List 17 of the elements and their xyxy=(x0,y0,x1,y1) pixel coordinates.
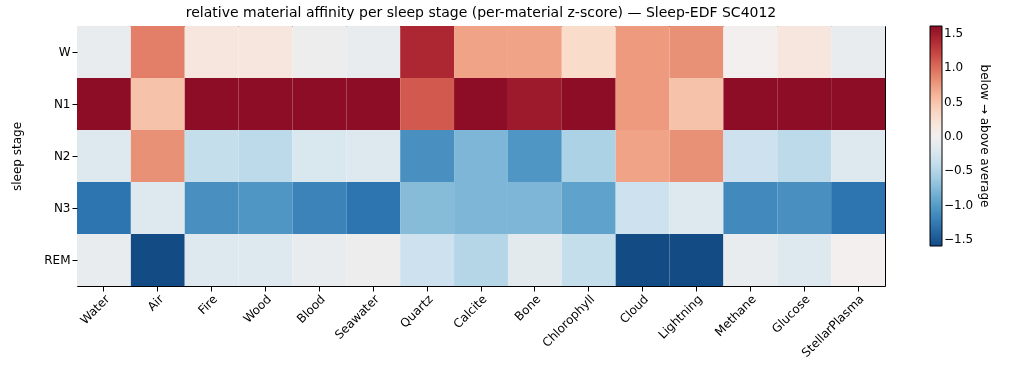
color-bar-label: −1.0 xyxy=(944,197,974,212)
color-bar-label: −1.5 xyxy=(944,232,974,247)
color-bar-label: −0.5 xyxy=(944,163,974,178)
y-tick-label: N3 xyxy=(53,201,71,215)
y-axis-title: sleep stage xyxy=(10,121,25,192)
y-tick-label: W xyxy=(58,45,71,59)
color-bar-label: 1.5 xyxy=(944,25,964,40)
color-bar-label: 0.5 xyxy=(944,94,964,109)
color-bar-title: below → above average xyxy=(978,64,992,208)
y-tick-label: REM xyxy=(44,253,71,267)
y-tick-label: N2 xyxy=(53,149,71,163)
chart-title: relative material affinity per sleep stage (per-material z-score) — Sleep-EDF SC4012 xyxy=(185,4,777,20)
x-tick-label: Fire xyxy=(195,292,221,318)
color-bar-label: 0.0 xyxy=(944,129,964,143)
color-bar-label: 1.0 xyxy=(944,60,964,75)
y-tick-label: N1 xyxy=(53,97,71,111)
x-tick-label: Air xyxy=(144,292,167,314)
